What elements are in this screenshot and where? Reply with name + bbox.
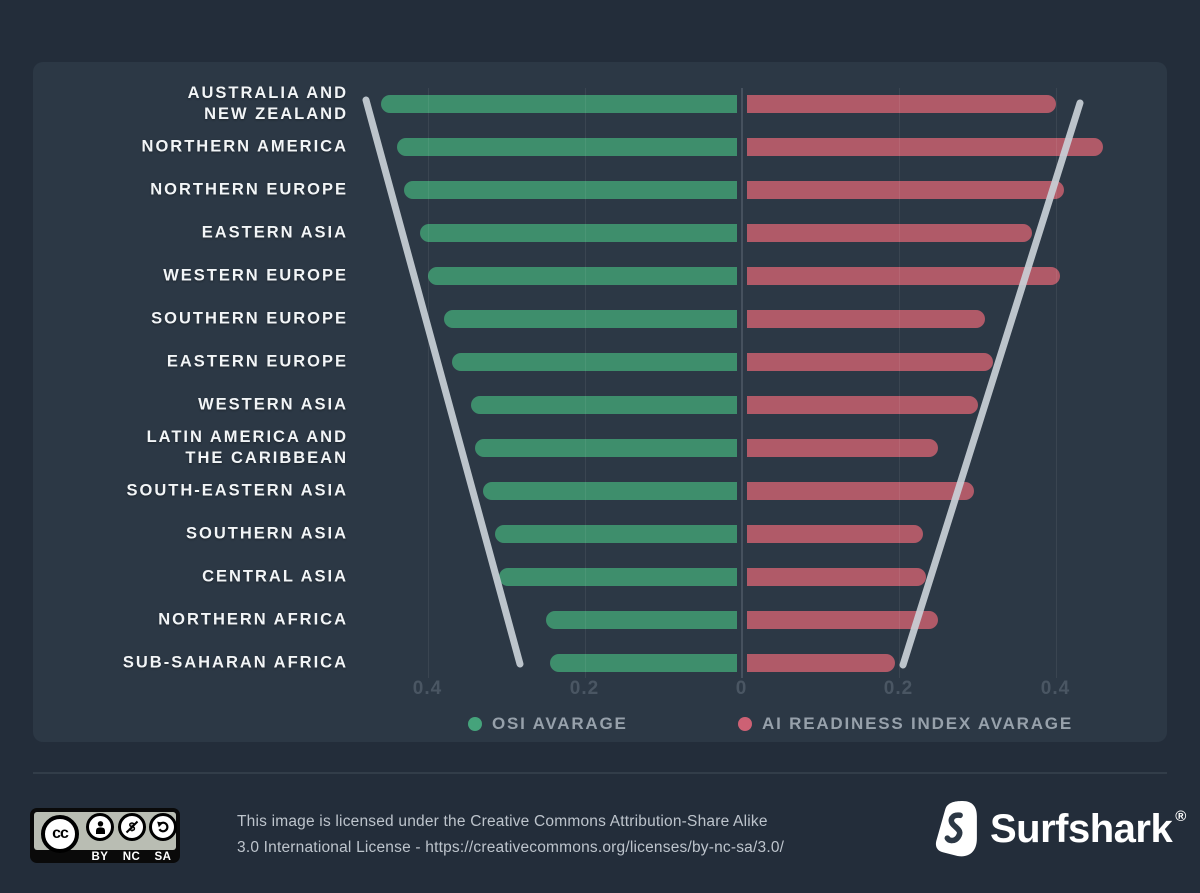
axis-tick-label: 0 — [735, 678, 748, 699]
osi-bar — [498, 568, 737, 586]
cc-by-label: BY — [91, 851, 109, 863]
osi-bar — [471, 396, 737, 414]
gridline — [1055, 88, 1057, 678]
region-label: SOUTH-EASTERN ASIA — [126, 481, 348, 500]
ai-readiness-bar — [747, 224, 1033, 242]
region-label: SUB-SAHARAN AFRICA — [122, 653, 348, 672]
license-line-2: 3.0 International License - https://crea… — [237, 839, 785, 856]
region-label: LATIN AMERICA AND THE CARIBBEAN — [146, 428, 348, 467]
creative-commons-badge: cc $ BY NC SA — [30, 808, 180, 863]
osi-bar — [443, 310, 737, 328]
zero-axis-line — [740, 88, 743, 678]
region-label: WESTERN ASIA — [198, 395, 348, 414]
license-text: This image is licensed under the Creativ… — [237, 809, 784, 861]
region-label: WESTERN EUROPE — [163, 266, 348, 285]
ai-readiness-bar — [747, 611, 939, 629]
axis-tick-label: 0.2 — [883, 678, 914, 699]
osi-bar — [420, 224, 737, 242]
footer-divider — [33, 772, 1167, 774]
cc-by-person-icon — [86, 813, 114, 841]
ai-readiness-bar — [747, 439, 939, 457]
surfshark-brand: Surfshark ® — [933, 800, 1186, 858]
ai-readiness-bar — [747, 95, 1056, 113]
surfshark-logo-icon — [935, 801, 977, 857]
osi-bar — [494, 525, 737, 543]
ai-readiness-bar — [747, 525, 923, 543]
ai-readiness-bar — [747, 482, 974, 500]
region-label: EASTERN EUROPE — [166, 352, 348, 371]
region-label: NORTHERN EUROPE — [150, 180, 348, 199]
region-label: CENTRAL ASIA — [202, 567, 348, 586]
ai-readiness-bar — [747, 353, 994, 371]
osi-bar — [545, 611, 737, 629]
region-label: AUSTRALIA AND NEW ZEALAND — [187, 84, 348, 123]
cc-icon-text: cc — [52, 825, 69, 842]
ai-readiness-legend-dot-icon — [738, 717, 752, 731]
ai-readiness-bar — [747, 138, 1104, 156]
osi-legend-label: OSI AVARAGE — [492, 714, 628, 733]
cc-sa-label: SA — [154, 851, 172, 863]
chart-panel: AUSTRALIA AND NEW ZEALAND NORTHERN AMERIC… — [33, 62, 1167, 742]
osi-bar — [482, 482, 737, 500]
osi-bar — [549, 654, 737, 672]
region-label: SOUTHERN EUROPE — [151, 309, 348, 328]
ai-readiness-bar — [747, 267, 1060, 285]
cc-sa-arrow-icon — [149, 813, 177, 841]
axis-tick-label: 0.4 — [412, 678, 443, 699]
region-label: SOUTHERN ASIA — [186, 524, 348, 543]
osi-bar — [451, 353, 737, 371]
ai-readiness-bar — [747, 396, 978, 414]
gridline — [898, 88, 900, 678]
region-label: NORTHERN AFRICA — [158, 610, 348, 629]
osi-bar — [428, 267, 737, 285]
legend-item-osi: OSI AVARAGE — [468, 714, 628, 734]
gridline — [427, 88, 429, 678]
ai-readiness-bar — [747, 568, 927, 586]
legend-item-ai-readiness: AI READINESS INDEX AVARAGE — [738, 714, 1073, 734]
region-label: EASTERN ASIA — [201, 223, 348, 242]
region-label: NORTHERN AMERICA — [141, 137, 348, 156]
axis-tick-label: 0.2 — [569, 678, 600, 699]
license-line-1: This image is licensed under the Creativ… — [237, 813, 768, 830]
cc-nc-dollar-icon: $ — [117, 813, 146, 841]
osi-bar — [380, 95, 737, 113]
registered-trademark-icon: ® — [1175, 807, 1187, 825]
osi-bar — [396, 138, 737, 156]
surfshark-wordmark: Surfshark — [990, 806, 1173, 851]
ai-readiness-bar — [747, 310, 986, 328]
osi-legend-dot-icon — [468, 717, 482, 731]
ai-readiness-legend-label: AI READINESS INDEX AVARAGE — [762, 714, 1073, 733]
osi-bar — [475, 439, 737, 457]
ai-readiness-bar — [747, 181, 1064, 199]
axis-tick-label: 0.4 — [1040, 678, 1071, 699]
cc-nc-label: NC — [122, 851, 141, 863]
ai-readiness-bar — [747, 654, 896, 672]
gridline — [584, 88, 586, 678]
osi-bar — [404, 181, 737, 199]
cc-icon: cc — [41, 815, 79, 853]
